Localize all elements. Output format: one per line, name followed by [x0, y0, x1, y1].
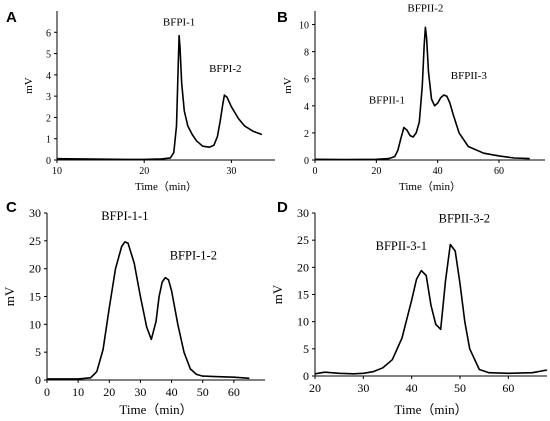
peak-label: BFPII-3 [451, 70, 488, 82]
y-tick-label: 3 [46, 92, 51, 103]
y-tick-label: 0 [304, 156, 309, 167]
panel-b: B 0 2 4 6 8 10 0 20 40 60 Time（min） mV BFPII-1 BFPII-2… [277, 2, 545, 193]
peak-label: BFPI-1 [163, 16, 195, 28]
y-tick-label: 2 [46, 113, 51, 124]
x-tick-label: 40 [166, 385, 178, 399]
y-tick-label: 20 [297, 260, 309, 274]
y-tick-label: 6 [46, 28, 51, 39]
chromatogram-trace [314, 243, 548, 375]
y-tick-label: 0 [35, 373, 41, 387]
y-tick-label: 10 [297, 315, 309, 329]
y-tick-label: 5 [303, 342, 309, 356]
chromatogram-trace [56, 34, 263, 161]
x-tick-label: 20 [139, 166, 149, 177]
x-tick-label: 30 [357, 381, 369, 395]
y-tick-label: 5 [35, 345, 41, 359]
x-tick-label: 0 [44, 385, 50, 399]
y-tick-label: 0 [46, 156, 51, 167]
y-tick-label: 2 [304, 129, 309, 140]
x-tick-label: 20 [371, 166, 381, 177]
x-tick-label: 0 [313, 166, 318, 177]
y-axis-label: mV [2, 286, 17, 306]
x-tick-label: 50 [197, 385, 209, 399]
peak-label: BFPI-1-1 [101, 209, 148, 223]
y-tick-label: 4 [46, 71, 51, 82]
y-tick-label: 1 [46, 135, 51, 146]
y-tick-label: 30 [29, 206, 41, 220]
chromatogram-trace [47, 241, 250, 380]
y-tick-label: 0 [303, 369, 309, 383]
y-tick-label: 25 [29, 234, 41, 248]
x-tick-label: 50 [454, 381, 466, 395]
panel-letter: A [6, 9, 17, 26]
x-tick-label: 40 [433, 166, 443, 177]
peak-label: BFPI-2 [209, 63, 241, 75]
x-tick-label: 60 [502, 381, 514, 395]
x-axis-label: Time（min） [119, 402, 192, 417]
x-axis-label: Time（min） [135, 180, 197, 193]
peak-label: BFPII-3-2 [439, 212, 490, 226]
panel-letter: D [277, 199, 288, 216]
y-tick-label: 20 [29, 262, 41, 276]
y-axis-label: mV [23, 77, 35, 94]
x-tick-label: 10 [52, 166, 62, 177]
y-tick-label: 10 [299, 21, 309, 32]
y-axis-label: mV [282, 77, 294, 94]
peak-label: BFPI-1-2 [170, 249, 217, 263]
peak-label: BFPII-2 [407, 2, 443, 14]
y-tick-label: 25 [297, 233, 309, 247]
y-tick-label: 30 [297, 206, 309, 220]
panel-d: D 0 5 10 15 20 25 30 20 30 40 50 60 Time（min） mV BFPII-… [270, 199, 548, 417]
y-tick-label: 15 [29, 290, 41, 304]
y-tick-label: 5 [46, 50, 51, 61]
x-tick-label: 40 [406, 381, 418, 395]
y-tick-label: 10 [29, 317, 41, 331]
x-tick-label: 60 [494, 166, 504, 177]
y-tick-label: 8 [304, 48, 309, 59]
x-tick-label: 20 [309, 381, 321, 395]
x-axis-label: Time（min） [394, 402, 467, 417]
y-tick-label: 15 [297, 288, 309, 302]
peak-label: BFPII-1 [369, 94, 405, 106]
y-tick-label: 4 [304, 102, 309, 113]
x-tick-label: 60 [228, 385, 240, 399]
x-axis-label: Time（min） [399, 180, 461, 193]
panel-letter: C [6, 199, 17, 216]
x-tick-label: 10 [72, 385, 84, 399]
x-tick-label: 30 [226, 166, 236, 177]
y-tick-label: 6 [304, 75, 309, 86]
x-tick-label: 20 [103, 385, 115, 399]
panel-a: A 0 1 2 3 4 5 6 10 20 30 Time（min） mV BFPI-1 BFPI-2 [6, 9, 275, 193]
panel-c: C 0 5 10 15 20 25 30 0 10 20 30 40 50 60 Time（min） mV BFP… [2, 199, 265, 417]
chromatogram-trace [314, 26, 530, 161]
panel-letter: B [277, 9, 288, 26]
y-axis-label: mV [270, 284, 285, 304]
x-tick-label: 30 [134, 385, 146, 399]
peak-label: BFPII-3-1 [376, 239, 427, 253]
